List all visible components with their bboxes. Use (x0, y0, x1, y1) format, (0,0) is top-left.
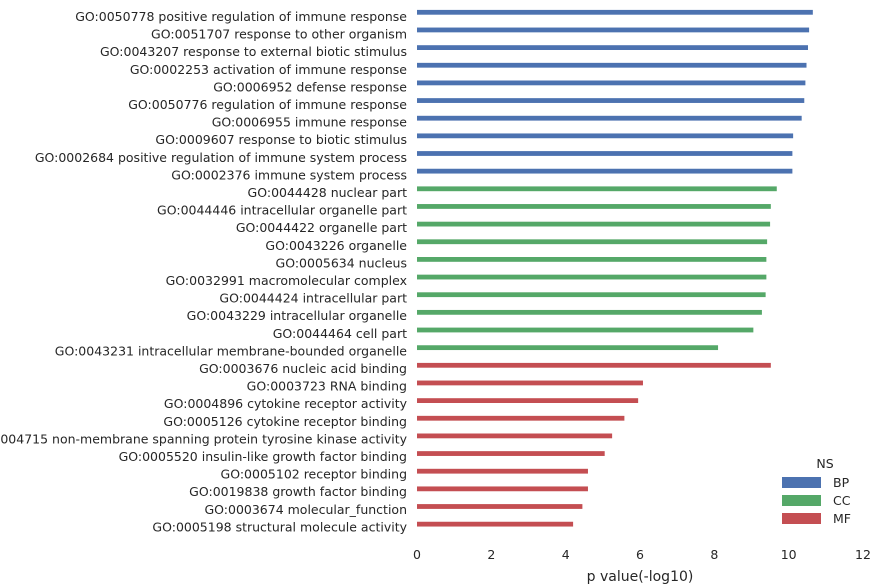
bar-9 (417, 151, 793, 156)
category-label: GO:0009607 response to biotic stimulus (155, 132, 407, 147)
category-label: GO:0003723 RNA binding (247, 379, 407, 394)
category-label: GO:0002684 positive regulation of immune… (35, 150, 407, 165)
category-label: GO:0044422 organelle part (236, 220, 407, 235)
bar-12 (417, 204, 771, 209)
bar-21 (417, 362, 771, 368)
bar-10 (417, 168, 793, 174)
bar-14 (417, 239, 768, 245)
legend-title: NS (816, 456, 833, 471)
bar-1 (417, 9, 813, 15)
bar-11 (417, 186, 777, 192)
x-tick-label: 12 (855, 547, 871, 562)
x-tick-label: 4 (562, 547, 570, 562)
bar-18 (417, 309, 762, 315)
category-label: GO:0005102 receptor binding (221, 467, 407, 482)
category-label: GO:0044446 intracellular organelle part (157, 203, 407, 218)
bar-25 (417, 433, 613, 439)
category-label: GO:0050778 positive regulation of immune… (75, 9, 407, 24)
category-label: GO:0005198 structural molecule activity (152, 519, 407, 534)
category-label: GO:0044464 cell part (273, 326, 407, 341)
x-tick-label: 8 (710, 547, 718, 562)
x-axis-title: p value(-log10) (587, 569, 694, 585)
x-axis-ticks: 0 2 4 6 8 10 12 (413, 547, 871, 562)
x-tick-label: 6 (636, 547, 644, 562)
category-label: GO:0032991 macromolecular complex (166, 273, 407, 288)
legend-swatch-cc (782, 495, 821, 506)
legend-label-mf: MF (833, 511, 851, 526)
bar-30 (417, 521, 574, 527)
x-tick-label: 0 (413, 547, 421, 562)
bar-24 (417, 415, 625, 421)
bar-28 (417, 486, 588, 492)
bar-6 (417, 98, 805, 103)
bars-group (417, 9, 813, 527)
bar-13 (417, 221, 771, 227)
legend: NS BP CC MF (782, 456, 851, 526)
x-tick-label: 10 (781, 547, 797, 562)
x-tick-label: 2 (487, 547, 495, 562)
legend-swatch-bp (782, 477, 821, 488)
bar-29 (417, 504, 583, 509)
bar-2 (417, 27, 810, 33)
category-label: GO:0003674 molecular_function (204, 502, 407, 517)
category-label: GO:0005520 insulin-like growth factor bi… (119, 449, 407, 464)
bar-16 (417, 274, 767, 280)
category-label: GO:0002253 activation of immune response (130, 62, 407, 77)
bar-8 (417, 133, 794, 139)
bar-22 (417, 380, 643, 386)
bar-7 (417, 115, 802, 121)
category-label: GO:0002376 immune system process (171, 167, 407, 182)
category-label: GO:0043207 response to external biotic s… (100, 44, 407, 59)
bar-20 (417, 345, 719, 351)
category-label: GO:0043226 organelle (265, 238, 407, 253)
category-label: GO:0043229 intracellular organelle (187, 308, 408, 323)
legend-swatch-mf (782, 513, 821, 524)
bar-19 (417, 327, 754, 333)
bar-4 (417, 62, 807, 68)
category-label: GO:0004896 cytokine receptor activity (164, 396, 408, 411)
bar-15 (417, 257, 767, 262)
category-label: GO:0050776 regulation of immune response (128, 97, 407, 112)
category-label: GO:0019838 growth factor binding (189, 484, 407, 499)
category-label: GO:0006952 defense response (213, 79, 407, 94)
category-label: GO:0044424 intracellular part (219, 291, 407, 306)
bar-17 (417, 292, 766, 298)
bar-3 (417, 45, 808, 50)
bar-5 (417, 80, 806, 86)
legend-label-bp: BP (833, 475, 850, 490)
bar-26 (417, 451, 605, 456)
category-label: GO:0004715 non-membrane spanning protein… (0, 431, 408, 446)
category-label: GO:0003676 nucleic acid binding (199, 361, 407, 376)
category-label: GO:0006955 immune response (212, 115, 408, 130)
category-labels: GO:0050778 positive regulation of immune… (0, 9, 408, 534)
legend-label-cc: CC (833, 493, 851, 508)
category-label: GO:0051707 response to other organism (151, 27, 407, 42)
bar-27 (417, 468, 588, 474)
category-label: GO:0005634 nucleus (276, 255, 407, 270)
bar-23 (417, 398, 639, 403)
category-label: GO:0005126 cytokine receptor binding (163, 414, 407, 429)
category-label: GO:0044428 nuclear part (248, 185, 408, 200)
category-label: GO:0043231 intracellular membrane-bounde… (55, 343, 408, 358)
